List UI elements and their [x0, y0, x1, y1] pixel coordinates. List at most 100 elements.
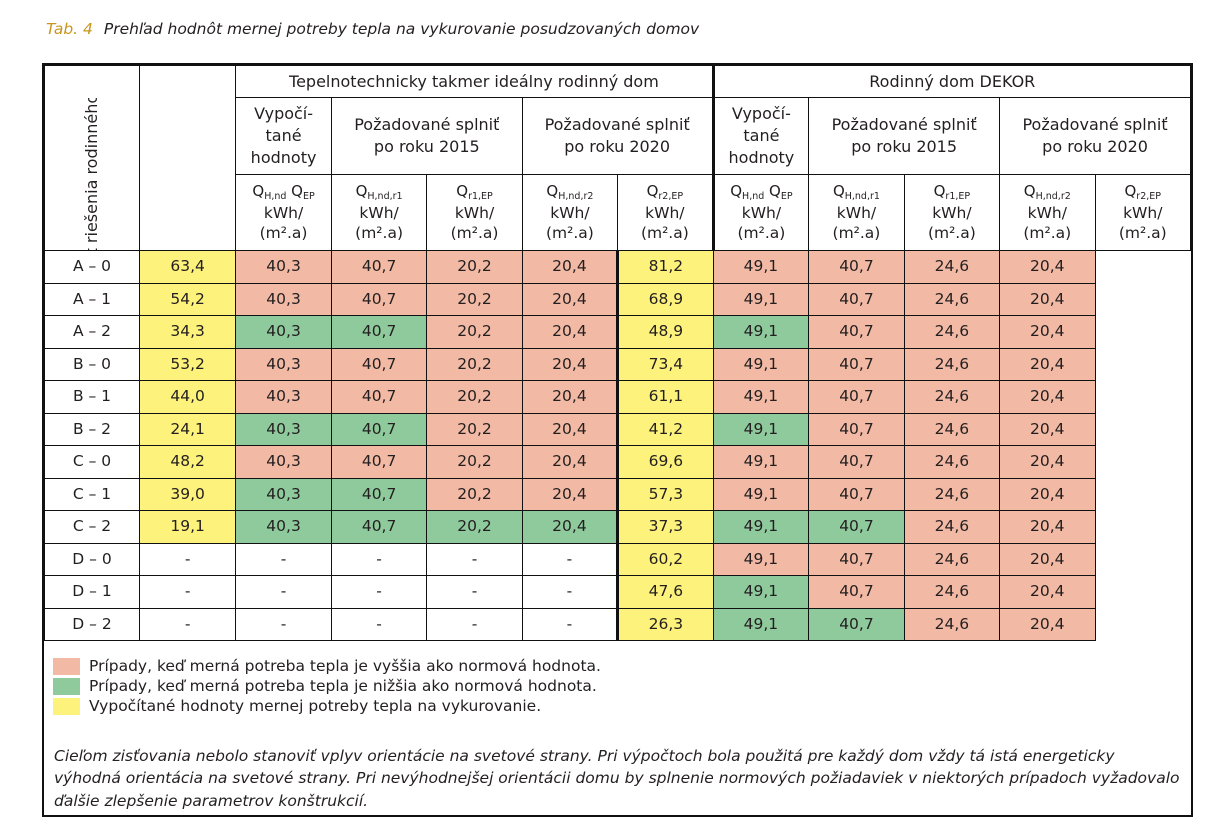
legend-swatch-red [53, 657, 80, 675]
value-cell: 40,7 [808, 380, 905, 414]
unit-header-r2_ep: Qr2,EP kWh/(m².a) [1094, 174, 1191, 251]
value-cell: 20,4 [521, 380, 619, 414]
value-cell: 26,3 [616, 607, 714, 641]
unit-header-r1_ep: Qr1,EP kWh/(m².a) [903, 174, 1001, 251]
value-cell: 20,4 [999, 380, 1096, 414]
value-cell: 20,4 [999, 477, 1096, 511]
value-cell: 20,4 [521, 315, 619, 349]
unit-label: (m².a) [640, 224, 689, 243]
value-cell: 24,6 [903, 445, 1001, 479]
value-cell: 20,2 [426, 445, 523, 479]
value-cell: 49,1 [712, 445, 810, 479]
value-cell: 37,3 [616, 510, 714, 544]
calc-line-2: tané [743, 125, 780, 145]
unit-label: kWh/ [454, 204, 495, 223]
unit-header-calc: QH,nd QEP kWh/(m².a) [711, 174, 810, 251]
value-cell: - [138, 542, 237, 576]
value-cell: 40,7 [808, 445, 905, 479]
value-cell: 20,2 [426, 347, 523, 381]
value-cell: 20,4 [521, 477, 619, 511]
value-cell: 49,1 [712, 347, 810, 381]
value-cell: 20,4 [521, 282, 619, 316]
row-label: B – 0 [44, 347, 140, 381]
value-cell: 53,2 [138, 347, 237, 381]
value-cell: 24,6 [903, 250, 1001, 284]
value-cell: 40,7 [808, 282, 905, 316]
value-cell: 40,7 [330, 380, 428, 414]
value-cell: 20,4 [521, 510, 619, 544]
value-cell: 40,7 [330, 347, 428, 381]
row-label: D – 2 [44, 607, 140, 641]
value-cell: 49,1 [712, 607, 810, 641]
value-cell: 24,6 [903, 412, 1001, 446]
table-row: B – 2 24,1 40,3 40,7 20,2 20,4 41,2 49,1 40,7 24,… [44, 412, 1191, 446]
table-row: B – 1 44,0 40,3 40,7 20,2 20,4 61,1 49,1 40,7 24,… [44, 380, 1191, 414]
value-cell: 20,4 [999, 575, 1096, 609]
symbol-label: Qr1,EP [933, 181, 971, 202]
value-cell: 34,3 [138, 315, 237, 349]
value-cell: 40,7 [330, 510, 428, 544]
unit-label: (m².a) [546, 224, 594, 243]
value-cell: 49,1 [712, 315, 810, 349]
value-cell: 24,6 [903, 347, 1001, 381]
value-cell: 44,0 [138, 380, 237, 414]
calc-line-3: hodnoty [250, 148, 317, 168]
symbol-label: QH,nd QEP [730, 181, 793, 202]
value-cell: 40,3 [235, 347, 332, 381]
legend-text: Prípady, keď merná potreba tepla je vyšš… [89, 657, 601, 675]
symbol-label: QH,nd,r2 [546, 181, 594, 202]
row-label: A – 1 [44, 282, 140, 316]
value-cell: 49,1 [712, 510, 810, 544]
unit-label: (m².a) [927, 224, 976, 243]
unit-label: kWh/ [645, 204, 685, 223]
req2015-line-2: po roku 2015 [373, 137, 480, 156]
value-cell: 40,3 [235, 315, 332, 349]
req2020-line-1: Požadované splniť [544, 114, 690, 134]
value-cell: 20,4 [999, 315, 1096, 349]
unit-label: (m².a) [259, 224, 308, 243]
value-cell: 48,2 [138, 445, 237, 479]
unit-header-hnd_r1: QH,nd,r1 kWh/(m².a) [330, 174, 428, 251]
value-cell: 40,3 [235, 412, 332, 446]
value-cell: 49,1 [712, 575, 810, 609]
calc-line-1: Vypočí- [254, 103, 314, 123]
value-cell: 49,1 [712, 412, 810, 446]
legend-item-lower: Prípady, keď merná potreba tepla je nižš… [53, 676, 601, 696]
value-cell: - [330, 575, 428, 609]
row-label: C – 2 [44, 510, 140, 544]
unit-label: kWh/ [359, 204, 399, 223]
value-cell: 20,4 [999, 445, 1096, 479]
value-cell: 40,7 [808, 477, 905, 511]
row-label: C – 0 [44, 445, 140, 479]
value-cell: - [330, 542, 428, 576]
value-cell: 20,4 [521, 445, 619, 479]
table-row: C – 0 48,2 40,3 40,7 20,2 20,4 69,6 49,1 40,7 24,… [44, 445, 1191, 479]
value-cell: 20,2 [426, 412, 523, 446]
unit-label: kWh/ [741, 204, 782, 223]
value-cell: 20,4 [999, 607, 1096, 641]
subheader-req-2020-dekor: Požadované splniť po roku 2020 [999, 97, 1191, 175]
value-cell: 40,7 [808, 542, 905, 576]
table-row: B – 0 53,2 40,3 40,7 20,2 20,4 73,4 49,1 40,7 24,… [44, 347, 1191, 381]
unit-label: kWh/ [836, 204, 877, 223]
value-cell: 20,4 [999, 250, 1096, 284]
row-label: B – 2 [44, 412, 140, 446]
value-cell: 40,3 [235, 282, 332, 316]
legend: Prípady, keď merná potreba tepla je vyšš… [53, 656, 601, 716]
unit-label: kWh/ [550, 204, 590, 223]
value-cell: 19,1 [138, 510, 237, 544]
value-cell: 20,4 [999, 412, 1096, 446]
table-row: A – 1 54,2 40,3 40,7 20,2 20,4 68,9 49,1 40,7 24,… [44, 282, 1191, 316]
value-cell: 40,3 [235, 250, 332, 284]
symbol-label: Qr2,EP [1124, 181, 1161, 202]
group-header-dekor: Rodinný dom DEKOR [711, 65, 1192, 98]
value-cell: - [426, 575, 523, 609]
value-cell: 54,2 [138, 282, 237, 316]
value-cell: 69,6 [616, 445, 714, 479]
value-cell: 24,1 [138, 412, 237, 446]
value-cell: - [521, 542, 619, 576]
value-cell: - [330, 607, 428, 641]
table-row: C – 2 19,1 40,3 40,7 20,2 20,4 37,3 49,1 40,7 24,… [44, 510, 1191, 544]
value-cell: - [235, 542, 332, 576]
value-cell: 41,2 [616, 412, 714, 446]
